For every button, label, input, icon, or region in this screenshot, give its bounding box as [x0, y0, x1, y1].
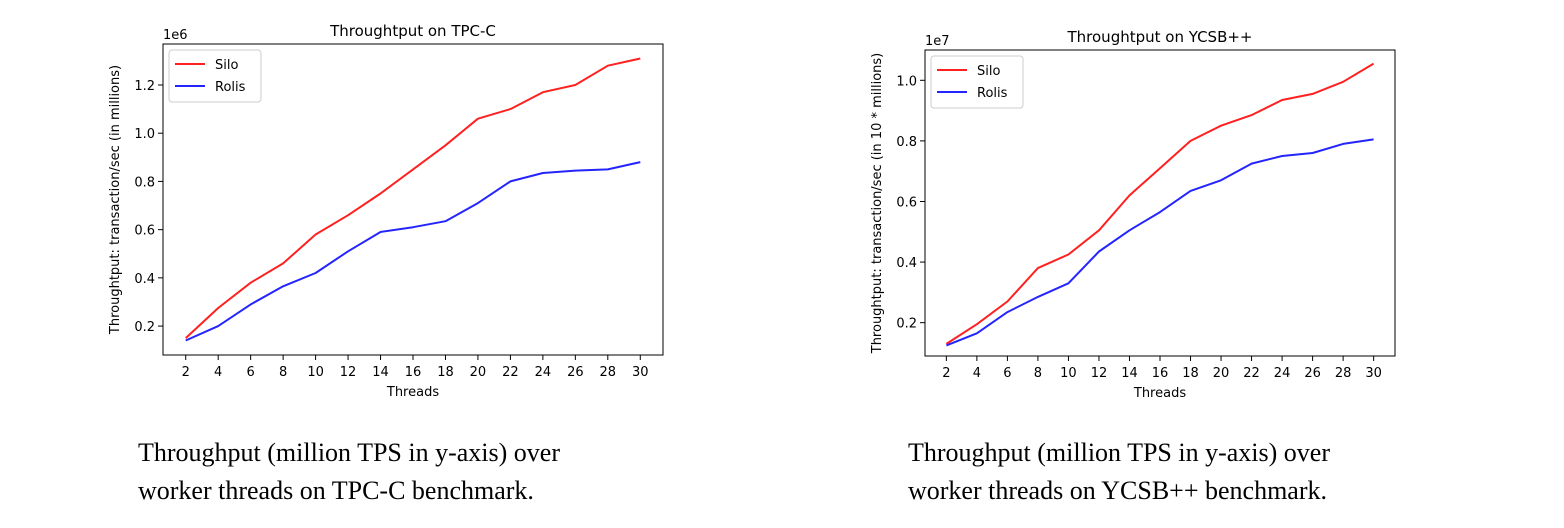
ycsb-series-line-silo — [945, 62, 1375, 345]
tpcc-x-tick-label: 6 — [247, 365, 255, 380]
tpcc-legend-label-silo: Silo — [215, 58, 238, 73]
ycsb-legend-label-silo: Silo — [977, 64, 1000, 79]
ycsb-y-tick-label: 0.8 — [896, 135, 917, 150]
tpcc-caption: Throughput (million TPS in y-axis) over … — [138, 434, 560, 510]
ycsb-figure: 2 4 6 8 10 12 14 16 18 20 22 24 26 28 30 0.2 0.4 0.6 0.8 1.… — [782, 0, 1564, 528]
tpcc-x-tick-label: 20 — [470, 365, 487, 380]
tpcc-legend-label-rolis: Rolis — [215, 80, 246, 95]
ycsb-x-tick-label: 8 — [1034, 366, 1042, 381]
tpcc-caption-line-2: worker threads on TPC-C benchmark. — [138, 476, 534, 505]
ycsb-y-tick-label: 0.2 — [896, 317, 917, 332]
tpcc-x-axis-label: Threads — [386, 385, 439, 400]
tpcc-axis-scale-label: 1e6 — [163, 28, 188, 43]
ycsb-series-line-rolis — [946, 138, 1374, 347]
ycsb-x-tick-label: 22 — [1243, 366, 1260, 381]
ycsb-y-tick-label: 0.6 — [896, 195, 917, 210]
ycsb-x-tick-label: 4 — [973, 366, 981, 381]
tpcc-y-axis-label: Throughtput: transaction/sec (in million… — [108, 65, 123, 335]
tpcc-y-tick-label: 0.8 — [134, 175, 155, 190]
ycsb-x-tick-label: 18 — [1182, 366, 1199, 381]
ycsb-caption-line-1: Throughput (million TPS in y-axis) over — [908, 438, 1330, 467]
ycsb-caption-line-2: worker threads on YCSB++ benchmark. — [908, 476, 1327, 505]
ycsb-x-tick-label: 12 — [1091, 366, 1108, 381]
tpcc-x-tick-label: 28 — [600, 365, 617, 380]
tpcc-x-tick-label: 30 — [632, 365, 649, 380]
ycsb-x-tick-label: 10 — [1060, 366, 1077, 381]
ycsb-x-tick-label: 20 — [1213, 366, 1230, 381]
ycsb-chart: 2 4 6 8 10 12 14 16 18 20 22 24 26 28 300.20.40.60.81.… — [870, 28, 1396, 401]
ycsb-y-tick-label: 0.4 — [896, 256, 917, 271]
ycsb-axis-scale-label: 1e7 — [925, 34, 950, 49]
tpcc-x-tick-label: 12 — [340, 365, 357, 380]
ycsb-x-tick-label: 6 — [1003, 366, 1011, 381]
ycsb-legend-label-rolis: Rolis — [977, 86, 1008, 101]
tpcc-x-tick-label: 8 — [279, 365, 287, 380]
tpcc-x-tick-label: 26 — [567, 365, 584, 380]
ycsb-y-axis-label: Throughtput: transaction/sec (in 10 * mi… — [870, 53, 885, 355]
tpcc-y-tick-label: 0.4 — [134, 272, 155, 287]
tpcc-x-tick-label: 22 — [502, 365, 519, 380]
ycsb-x-tick-label: 30 — [1365, 366, 1382, 381]
tpcc-y-tick-label: 1.2 — [134, 79, 155, 94]
ycsb-chart-title: Throughtput on YCSB++ — [1067, 28, 1253, 46]
ycsb-x-tick-label: 14 — [1121, 366, 1138, 381]
tpcc-x-tick-label: 16 — [405, 365, 422, 380]
tpcc-x-tick-label: 18 — [437, 365, 454, 380]
tpcc-series-line-silo — [185, 57, 641, 339]
tpcc-series-line-rolis — [185, 161, 641, 342]
tpcc-x-tick-label: 24 — [535, 365, 552, 380]
ycsb-y-tick-label: 1.0 — [896, 74, 917, 89]
tpcc-caption-line-1: Throughput (million TPS in y-axis) over — [138, 438, 560, 467]
tpcc-chart-title: Throughtput on TPC-C — [329, 22, 496, 40]
tpcc-figure: 2 4 6 8 10 12 14 16 18 20 22 24 26 28 30 0.2 0.4 0.6 0.8 1.… — [108, 22, 664, 510]
ycsb-x-tick-label: 2 — [942, 366, 950, 381]
tpcc-y-tick-label: 0.6 — [134, 224, 155, 239]
tpcc-y-tick-label: 1.0 — [134, 127, 155, 142]
ycsb-caption: Throughput (million TPS in y-axis) over … — [908, 434, 1330, 510]
ycsb-x-axis-label: Threads — [1133, 386, 1186, 401]
tpcc-x-tick-label: 4 — [214, 365, 222, 380]
ycsb-x-tick-label: 24 — [1274, 366, 1291, 381]
tpcc-y-tick-label: 0.2 — [134, 320, 155, 335]
tpcc-chart: 2 4 6 8 10 12 14 16 18 20 22 24 26 28 300.20.40.60.81.… — [108, 22, 664, 400]
ycsb-x-tick-label: 16 — [1152, 366, 1169, 381]
ycsb-x-tick-label: 26 — [1304, 366, 1321, 381]
tpcc-x-tick-label: 2 — [182, 365, 190, 380]
ycsb-x-tick-label: 28 — [1335, 366, 1352, 381]
tpcc-x-tick-label: 10 — [307, 365, 324, 380]
tpcc-x-tick-label: 14 — [372, 365, 389, 380]
